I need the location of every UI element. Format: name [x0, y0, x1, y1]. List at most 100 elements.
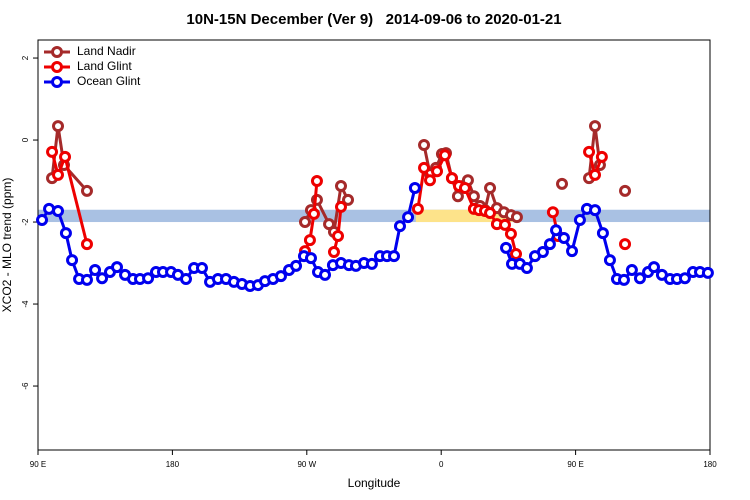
x-tick-label: 90 E [30, 460, 46, 469]
y-tick-label: -4 [21, 300, 30, 308]
data-point [543, 238, 556, 251]
y-tick-label: 2 [21, 55, 30, 60]
data-point [66, 254, 79, 267]
data-point [498, 218, 511, 231]
data-point [510, 248, 523, 261]
legend-marker [51, 76, 63, 88]
data-point [80, 273, 93, 286]
data-point [451, 190, 464, 203]
data-point [546, 206, 559, 219]
data-point [342, 193, 355, 206]
data-point [59, 150, 72, 163]
data-point [424, 174, 436, 187]
series-line [50, 151, 89, 245]
legend-label: Land Glint [77, 59, 132, 73]
x-tick-label: 180 [166, 460, 180, 469]
data-point [52, 204, 65, 217]
data-point [388, 250, 401, 263]
data-point [52, 120, 65, 133]
data-point [589, 168, 602, 181]
data-point [299, 216, 312, 229]
data-point [80, 184, 93, 197]
data-point [195, 261, 208, 274]
data-point [310, 175, 323, 188]
data-point [332, 229, 345, 242]
data-point [46, 145, 59, 158]
chart-title: 10N-15N December (Ver 9) 2014-09-06 to 2… [186, 11, 561, 28]
data-point [445, 172, 458, 185]
data-point [418, 138, 431, 151]
data-point [633, 272, 646, 285]
data-point [556, 177, 569, 190]
y-tick-label: -2 [21, 218, 30, 226]
data-point [536, 245, 549, 258]
data-point [36, 213, 49, 226]
data-point [365, 257, 378, 270]
x-tick-label: 90 W [297, 460, 316, 469]
data-point [142, 272, 155, 285]
data-point [303, 234, 316, 247]
data-point [52, 168, 65, 181]
y-tick-label: 0 [21, 137, 30, 142]
data-point [307, 207, 320, 220]
data-point [589, 204, 602, 217]
data-point [431, 165, 444, 178]
data-point [484, 182, 497, 195]
data-point [648, 261, 660, 274]
data-point [418, 161, 431, 174]
data-point [484, 207, 497, 220]
y-tick-label: -6 [21, 382, 30, 390]
data-point [334, 179, 347, 192]
data-point [327, 245, 340, 258]
y-axis-label: XCO2 - MLO trend (ppm) [0, 178, 14, 313]
data-point [603, 254, 616, 267]
data-point [402, 211, 415, 224]
legend-label: Land Nadir [77, 44, 136, 58]
data-point [290, 259, 303, 272]
data-point [89, 264, 102, 277]
data-point [304, 252, 317, 265]
data-point [96, 272, 109, 285]
data-point [408, 182, 421, 195]
data-point [334, 200, 347, 213]
series-line [303, 180, 319, 252]
data-point [500, 241, 513, 254]
data-point [589, 120, 602, 133]
x-tick-label: 180 [703, 460, 717, 469]
data-point [617, 273, 630, 286]
x-tick-label: 90 E [567, 460, 583, 469]
data-point [510, 211, 523, 224]
data-point [504, 227, 517, 240]
plot-frame [37, 39, 711, 451]
data-point [619, 238, 632, 251]
data-point [110, 261, 123, 274]
data-point [595, 150, 608, 163]
x-axis-label: Longitude [348, 476, 401, 490]
data-point [625, 264, 638, 277]
data-point [557, 232, 570, 245]
data-point [583, 145, 596, 158]
data-point [566, 245, 579, 258]
data-point [520, 261, 533, 274]
legend-marker [51, 61, 63, 73]
data-point [393, 220, 406, 233]
data-point [411, 202, 424, 215]
data-point [458, 182, 471, 195]
data-point [274, 270, 287, 283]
reference-band [38, 209, 710, 223]
data-point [80, 238, 93, 251]
data-point [319, 268, 332, 281]
legend-label: Ocean Glint [77, 74, 141, 88]
legend-marker [51, 46, 63, 58]
data-point [550, 224, 563, 237]
data-point [701, 266, 714, 279]
data-point [678, 272, 691, 285]
data-point [438, 149, 451, 162]
data-point [596, 227, 609, 240]
data-point [179, 273, 192, 286]
data-point [619, 184, 632, 197]
x-tick-label: 0 [439, 460, 444, 469]
data-point [59, 227, 72, 240]
data-point [573, 213, 586, 226]
